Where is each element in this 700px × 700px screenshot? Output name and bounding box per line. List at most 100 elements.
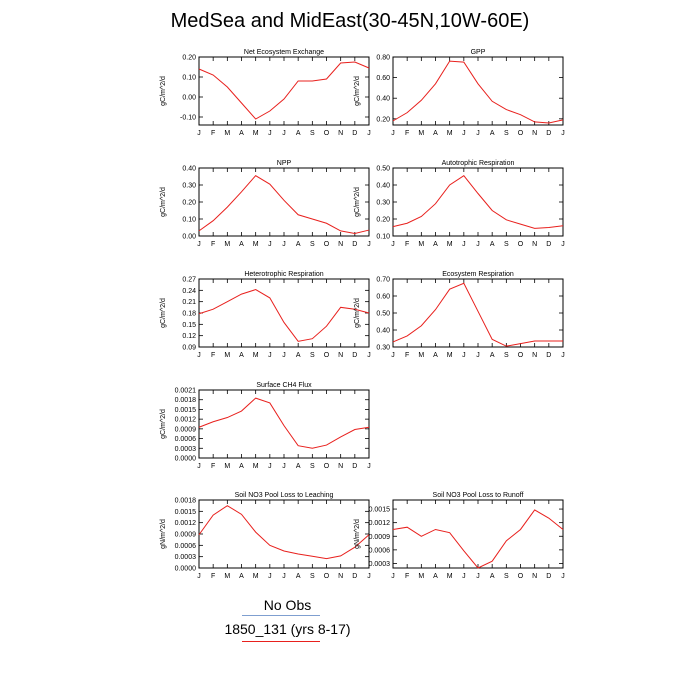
x-tick-label: S: [310, 130, 315, 137]
y-tick-label: 0.0018: [175, 498, 197, 505]
y-tick-label: 0.0003: [369, 561, 391, 568]
x-tick-label: D: [352, 463, 357, 470]
x-tick-label: O: [324, 241, 330, 248]
y-tick-label: 0.50: [376, 311, 390, 318]
plot-frame: [392, 56, 564, 126]
x-tick-label: M: [447, 241, 453, 248]
x-tick-label: J: [391, 573, 395, 580]
x-tick-label: A: [490, 130, 495, 137]
x-tick-label: A: [433, 130, 438, 137]
x-tick-label: J: [197, 352, 201, 359]
y-axis-label: gN/m^2/d: [160, 519, 167, 549]
x-tick-label: S: [504, 573, 509, 580]
x-tick-label: J: [391, 352, 395, 359]
y-tick-label: 0.21: [182, 299, 196, 306]
x-tick-label: J: [462, 573, 466, 580]
x-tick-label: A: [296, 130, 301, 137]
x-tick-label: A: [296, 352, 301, 359]
figure-title: MedSea and MidEast(30-45N,10W-60E): [170, 10, 530, 32]
x-tick-label: O: [518, 241, 524, 248]
x-tick-label: J: [476, 130, 480, 137]
x-tick-label: J: [367, 130, 371, 137]
x-tick-label: J: [561, 573, 565, 580]
x-tick-label: J: [476, 352, 480, 359]
y-tick-label: 0.20: [182, 55, 196, 62]
panel-surface-ch4-flux: Surface CH4 Flux gC/m^2/d 0.0000 0.0003 0.00…: [160, 382, 371, 470]
x-tick-label: N: [532, 130, 537, 137]
x-tick-label: S: [504, 130, 509, 137]
x-tick-label: M: [447, 130, 453, 137]
y-tick-label: 0.20: [376, 116, 390, 123]
x-tick-label: J: [197, 130, 201, 137]
x-tick-label: S: [504, 352, 509, 359]
y-tick-label: 0.40: [182, 166, 196, 173]
x-tick-label: J: [476, 573, 480, 580]
y-tick-label: 0.30: [376, 345, 390, 352]
x-tick-label: O: [518, 130, 524, 137]
y-tick-label: 0.60: [376, 294, 390, 301]
x-tick-label: M: [224, 573, 230, 580]
x-tick-label: D: [546, 130, 551, 137]
y-tick-label: 0.10: [376, 234, 390, 241]
plot-frame: [392, 167, 564, 237]
series-line: [392, 60, 564, 124]
chart-svg: Ecosystem Respiration gC/m^2/d 0.30 0.40 0.5…: [354, 271, 565, 359]
x-tick-label: J: [197, 463, 201, 470]
x-tick-label: M: [447, 573, 453, 580]
y-axis-label: gC/m^2/d: [160, 298, 167, 328]
y-tick-label: 0.0015: [369, 507, 391, 514]
panel-title: Soil NO3 Pool Loss to Runoff: [433, 492, 524, 499]
x-tick-label: N: [338, 463, 343, 470]
x-tick-label: A: [239, 573, 244, 580]
y-tick-label: 0.40: [376, 183, 390, 190]
x-tick-label: A: [296, 463, 301, 470]
y-tick-label: 0.0003: [175, 554, 197, 561]
series-line: [392, 282, 563, 347]
series-line: [198, 289, 370, 342]
x-tick-label: J: [391, 130, 395, 137]
x-tick-label: J: [197, 241, 201, 248]
plot-frame: [198, 389, 370, 459]
x-tick-label: A: [433, 573, 438, 580]
x-tick-label: J: [561, 130, 565, 137]
x-tick-label: M: [253, 130, 259, 137]
y-tick-label: 0.0012: [369, 520, 391, 527]
x-tick-label: J: [197, 573, 201, 580]
x-tick-label: D: [546, 352, 551, 359]
panel-title: Heterotrophic Respiration: [244, 271, 323, 278]
y-tick-label: 0.0009: [175, 426, 197, 433]
x-tick-label: J: [462, 130, 466, 137]
y-tick-label: 0.60: [376, 75, 390, 82]
x-tick-label: N: [338, 573, 343, 580]
x-tick-label: S: [310, 573, 315, 580]
x-tick-label: S: [310, 352, 315, 359]
x-tick-label: F: [405, 352, 409, 359]
y-tick-label: 0.09: [182, 345, 196, 352]
x-tick-label: M: [418, 130, 424, 137]
x-tick-label: J: [268, 130, 272, 137]
x-tick-label: J: [561, 241, 565, 248]
y-axis-label: gN/m^2/d: [354, 519, 361, 549]
x-tick-label: M: [224, 463, 230, 470]
x-tick-label: J: [367, 241, 371, 248]
y-tick-label: 0.0000: [175, 566, 197, 573]
x-tick-label: N: [338, 130, 343, 137]
y-tick-label: 0.80: [376, 55, 390, 62]
x-tick-label: F: [211, 130, 215, 137]
x-tick-label: J: [367, 463, 371, 470]
x-tick-label: A: [433, 352, 438, 359]
plot-frame: [198, 56, 370, 126]
x-tick-label: F: [211, 241, 215, 248]
x-tick-label: M: [253, 573, 259, 580]
plot-frame: [198, 499, 370, 569]
x-tick-label: M: [447, 352, 453, 359]
x-tick-label: J: [282, 241, 286, 248]
panel-net-ecosystem-exchange: Net Ecosystem Exchange gC/m^2/d -0.10 0.00 0…: [160, 49, 371, 137]
y-tick-label: 0.0009: [175, 532, 197, 539]
x-tick-label: A: [490, 241, 495, 248]
x-tick-label: S: [504, 241, 509, 248]
y-tick-label: 0.40: [376, 328, 390, 335]
y-tick-label: 0.30: [182, 183, 196, 190]
legend-item-line: [242, 641, 320, 642]
y-tick-label: 0.0000: [175, 456, 197, 463]
